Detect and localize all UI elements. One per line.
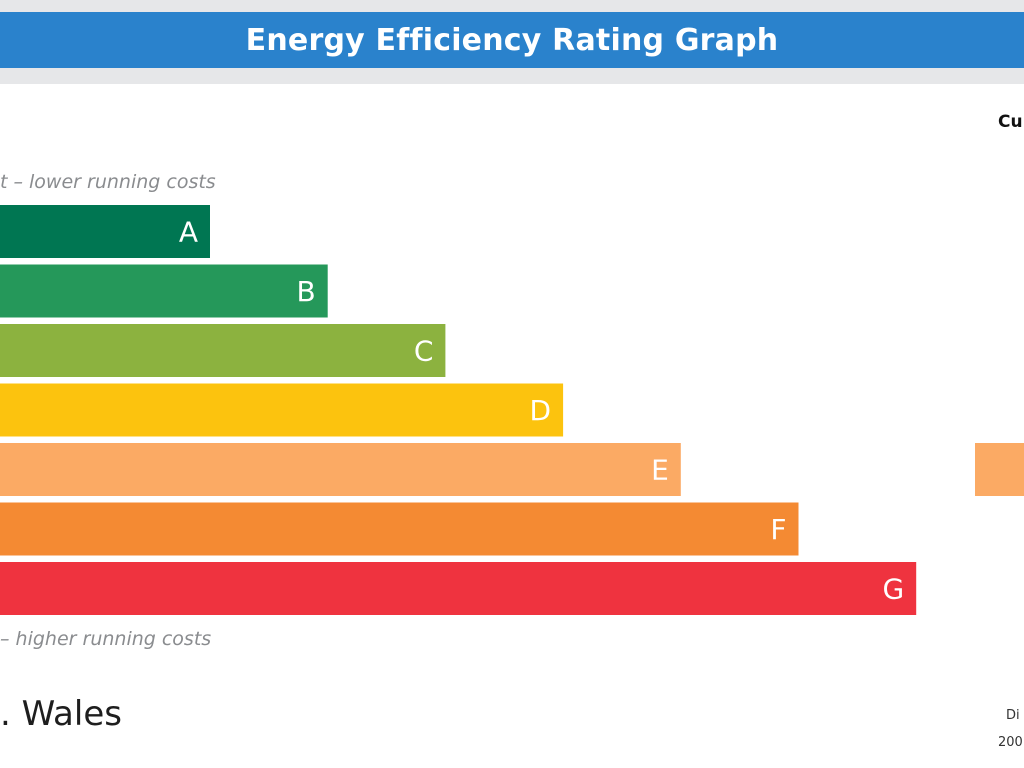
rating-band-a: [0, 205, 210, 258]
rating-band-e: [0, 443, 681, 496]
rating-band-label-g: G: [882, 573, 904, 606]
footer-text-2: 200: [998, 735, 1023, 750]
top-caption: t – lower running costs: [0, 171, 216, 193]
rating-band-label-e: E: [651, 454, 669, 487]
current-rating-marker-shape: [975, 443, 1024, 496]
rating-band-label-c: C: [414, 335, 434, 368]
current-column-header: Cu: [998, 112, 1023, 132]
bottom-caption: – higher running costs: [0, 628, 212, 650]
rating-band-g: [0, 562, 917, 615]
footer-text-1: Di: [1006, 708, 1020, 723]
region-label: . Wales: [0, 694, 122, 734]
current-rating-marker: [975, 443, 1024, 496]
rating-band-label-d: D: [530, 394, 552, 427]
title-bar: Energy Efficiency Rating Graph: [0, 12, 1024, 68]
rating-band-label-b: B: [296, 275, 315, 308]
chart-title: Energy Efficiency Rating Graph: [245, 22, 779, 58]
rating-band-label-a: A: [179, 216, 198, 249]
rating-band-b: [0, 264, 328, 318]
rating-band-c: [0, 324, 446, 377]
rating-band-label-f: F: [770, 513, 786, 546]
rating-band-d: [0, 383, 564, 437]
rating-band-f: [0, 502, 799, 556]
